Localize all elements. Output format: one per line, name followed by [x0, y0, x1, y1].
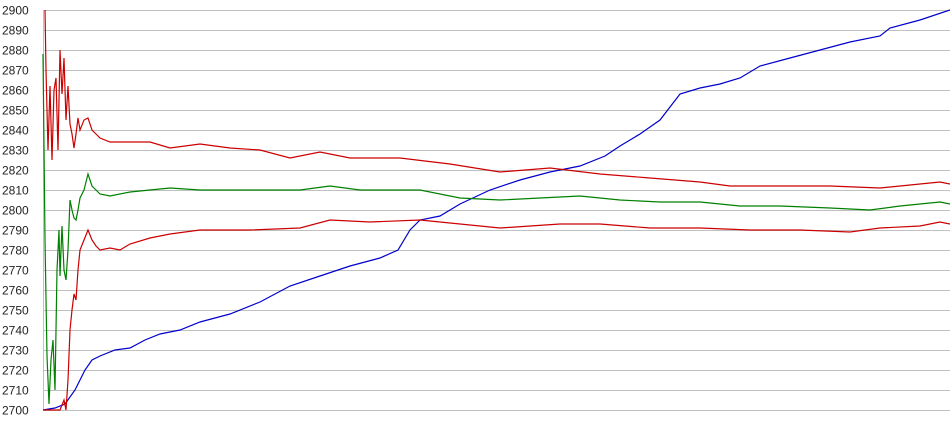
- y-axis-tick-labels: 2700 2710 2720 2730 2740 2750 2760 2770 2780 2790…: [2, 4, 29, 418]
- y-tick-label: 2880: [2, 44, 29, 58]
- y-tick-label: 2860: [2, 84, 29, 98]
- series-line-red-lower: [43, 219, 950, 411]
- y-tick-label: 2730: [2, 344, 29, 358]
- y-tick-label: 2740: [2, 324, 29, 338]
- y-tick-label: 2900: [2, 4, 29, 18]
- series-line-green: [42, 53, 950, 405]
- y-tick-label: 2760: [2, 284, 29, 298]
- y-tick-label: 2700: [2, 404, 29, 418]
- series-line-blue: [42, 9, 950, 411]
- y-tick-label: 2870: [2, 64, 29, 78]
- y-tick-label: 2790: [2, 224, 29, 238]
- y-tick-label: 2850: [2, 104, 29, 118]
- y-tick-label: 2780: [2, 244, 29, 258]
- y-tick-label: 2840: [2, 124, 29, 138]
- y-tick-label: 2720: [2, 364, 29, 378]
- y-tick-label: 2710: [2, 384, 29, 398]
- y-tick-label: 2830: [2, 144, 29, 158]
- gridlines: [43, 10, 950, 411]
- y-tick-label: 2890: [2, 24, 29, 38]
- series-line-red-upper: [44, 9, 950, 189]
- y-tick-label: 2750: [2, 304, 29, 318]
- y-tick-label: 2770: [2, 264, 29, 278]
- y-tick-label: 2800: [2, 204, 29, 218]
- y-tick-label: 2810: [2, 184, 29, 198]
- series-lines: [42, 9, 950, 411]
- y-tick-label: 2820: [2, 164, 29, 178]
